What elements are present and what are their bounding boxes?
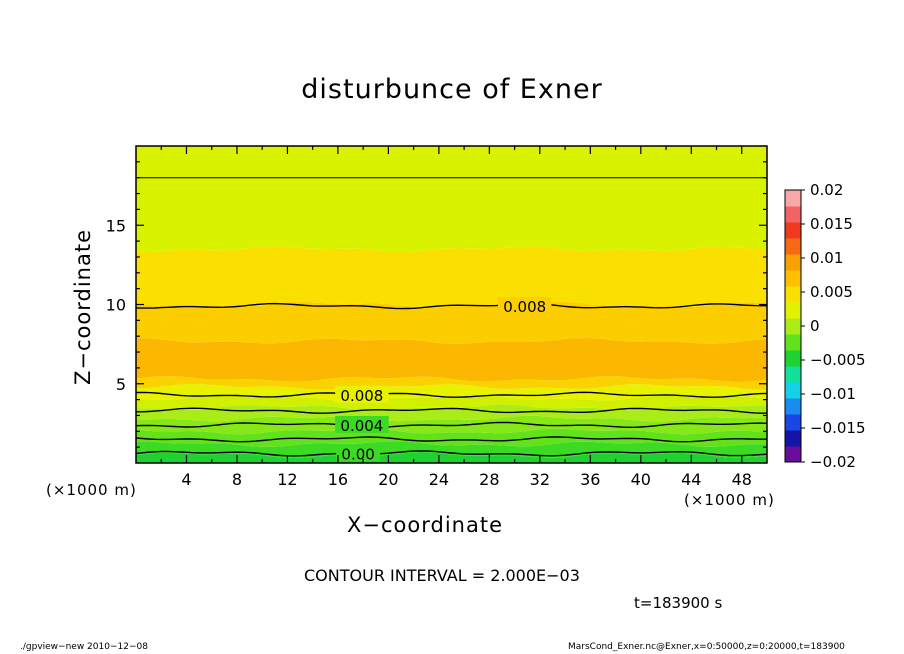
colorbar-swatch	[785, 238, 801, 255]
contour-line	[135, 421, 768, 428]
contour-label: 0.004	[340, 417, 383, 435]
field-band	[136, 441, 767, 458]
x-tick-label: 40	[631, 470, 651, 489]
contour-line	[135, 302, 767, 310]
colorbar-tick-label: −0.02	[810, 453, 856, 471]
contour-line	[135, 450, 768, 457]
field-band	[136, 301, 767, 344]
colorbar-swatch	[785, 302, 801, 319]
x-axis-label: X−coordinate	[347, 513, 503, 537]
contour-label: 0.008	[340, 387, 383, 405]
colorbar-swatch	[785, 270, 801, 287]
field-band	[136, 404, 767, 422]
x-axis-unit: (×1000 m)	[684, 491, 775, 509]
colorbar-swatch	[785, 398, 801, 415]
colorbar-tick-label: 0	[810, 317, 820, 335]
contour-label: 0.00	[341, 445, 374, 463]
colorbar-swatch	[785, 206, 801, 223]
colorbar-tick-label: −0.01	[810, 385, 856, 403]
y-tick-label: 15	[106, 216, 126, 235]
x-tick-label: 20	[378, 470, 398, 489]
field-band	[136, 428, 767, 447]
contour-line	[136, 407, 767, 414]
x-tick-label: 16	[328, 470, 348, 489]
x-tick-label: 4	[181, 470, 191, 489]
colorbar-tick-label: 0.015	[810, 215, 853, 233]
field-band	[136, 338, 767, 382]
colorbar-swatch	[785, 334, 801, 351]
x-tick-label: 24	[429, 470, 449, 489]
colorbar-tick-label: 0.01	[810, 249, 843, 267]
contour-label: 0.008	[503, 298, 546, 316]
field-band	[136, 146, 767, 252]
contour-label-bg	[336, 444, 381, 462]
x-tick-label: 48	[732, 470, 752, 489]
contour-label-bg	[335, 415, 389, 433]
field-band	[136, 395, 767, 411]
x-tick-label: 28	[479, 470, 499, 489]
chart-title: disturbunce of Exner	[301, 74, 603, 105]
contour-line	[135, 391, 768, 398]
colorbar-tick-label: −0.015	[810, 419, 866, 437]
colorbar-swatch	[785, 366, 801, 383]
colorbar-swatch	[785, 190, 801, 207]
colorbar-swatch	[785, 350, 801, 367]
time-label: t=183900 s	[634, 594, 723, 612]
colorbar-swatch	[785, 414, 801, 431]
colorbar-tick-label: 0.005	[810, 283, 853, 301]
y-axis-label: Z−coordinate	[71, 229, 95, 385]
x-tick-label: 44	[681, 470, 701, 489]
footer-left: ./gpview−new 2010−12−08	[20, 642, 148, 652]
x-tick-label: 36	[580, 470, 600, 489]
footer-right: MarsCond_Exner.nc@Exner,x=0:50000,z=0:20…	[568, 642, 845, 652]
field-band	[136, 376, 767, 390]
colorbar-swatch	[785, 222, 801, 239]
colorbar-swatch	[785, 382, 801, 399]
colorbar-tick-label: 0.02	[810, 181, 843, 199]
contour-label-bg	[497, 297, 552, 315]
y-tick-label: 10	[106, 296, 126, 315]
x-tick-label: 32	[530, 470, 550, 489]
y-axis-unit: (×1000 m)	[46, 481, 137, 499]
colorbar-tick-label: −0.005	[810, 351, 866, 369]
field-band	[136, 384, 767, 401]
colorbar-swatch	[785, 254, 801, 271]
colorbar-swatch	[785, 446, 801, 463]
contour-line	[135, 436, 767, 443]
colorbar-swatch	[785, 318, 801, 335]
x-tick-label: 12	[277, 470, 297, 489]
y-tick-label: 5	[116, 375, 126, 394]
colorbar-swatch	[785, 286, 801, 303]
x-tick-label: 8	[232, 470, 242, 489]
field-band	[136, 452, 767, 463]
contour-interval-text: CONTOUR INTERVAL = 2.000E−03	[304, 566, 580, 585]
field-band	[136, 246, 767, 308]
contour-label-bg	[335, 385, 389, 403]
colorbar-swatch	[785, 430, 801, 447]
